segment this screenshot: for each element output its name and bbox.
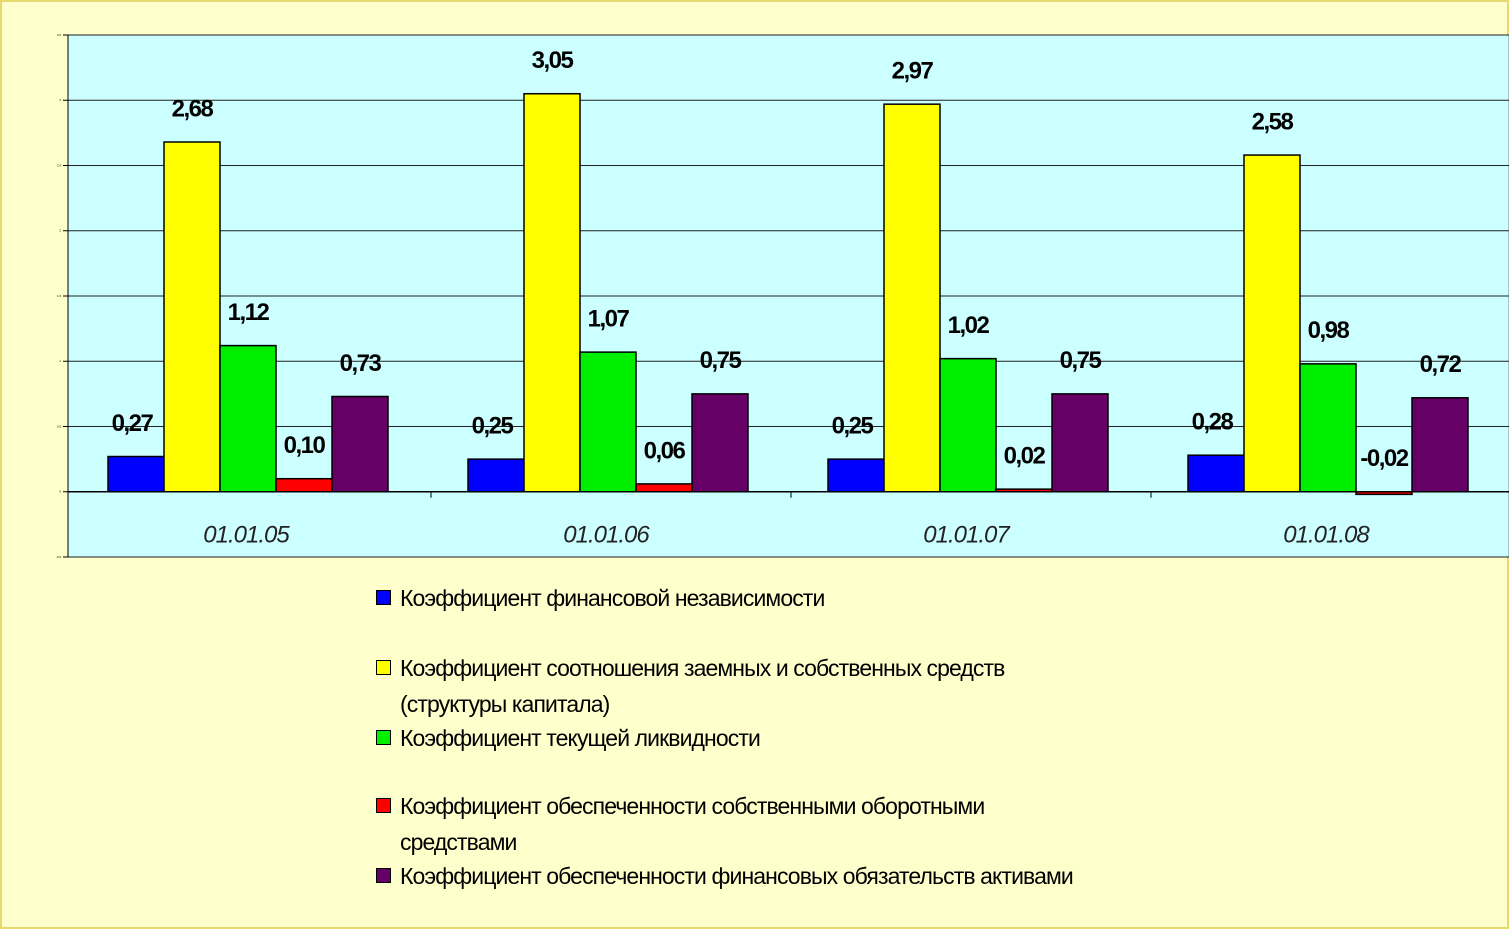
bar: [1355, 491, 1413, 496]
value-label: 1,02: [948, 312, 990, 339]
legend-label: Коэффициент обеспеченности финансовых об…: [400, 863, 1074, 889]
value-label: 2,58: [1252, 108, 1294, 135]
y-tick-label: 0: [59, 490, 61, 494]
bar: [1243, 154, 1301, 493]
bar: [827, 458, 885, 493]
y-tick-label: 3.5: [57, 33, 62, 37]
value-label: 0,25: [832, 412, 874, 439]
value-label: 0,75: [1060, 347, 1102, 374]
x-tick-label: 01.01.08: [1283, 521, 1370, 548]
value-label: 0,06: [644, 437, 686, 464]
value-label: 0,73: [340, 350, 382, 377]
value-label: 0,02: [1004, 442, 1046, 469]
x-tick-label: 01.01.05: [203, 521, 290, 548]
bar: [939, 357, 997, 493]
value-label: 2,97: [892, 58, 934, 85]
bar: [523, 92, 581, 493]
legend-label: Коэффициент соотношения заемных и собств…: [400, 655, 1005, 717]
legend-swatch: [376, 660, 391, 675]
bar: [883, 103, 941, 493]
bar: [1299, 363, 1357, 493]
value-label: 2,68: [172, 95, 214, 122]
value-label: 0,72: [1420, 351, 1462, 378]
bar: [579, 351, 637, 493]
legend-item: Коэффициент текущей ликвидности: [376, 720, 1096, 756]
value-label: 1,12: [228, 299, 270, 326]
bar: [331, 395, 389, 493]
legend-item: Коэффициент соотношения заемных и собств…: [376, 650, 1096, 722]
legend-item: Коэффициент финансовой независимости: [376, 580, 1096, 616]
bar: [219, 344, 277, 493]
y-tick-label: 3: [59, 98, 61, 102]
y-tick-label: 0.5: [57, 424, 62, 428]
legend-item: Коэффициент обеспеченности собственными …: [376, 788, 1096, 860]
bar: [1411, 397, 1469, 493]
legend-swatch: [376, 798, 391, 813]
value-label: 0,25: [472, 412, 514, 439]
value-label: 0,10: [284, 432, 326, 459]
value-label: 0,28: [1192, 409, 1234, 436]
legend-label: Коэффициент текущей ликвидности: [400, 725, 761, 751]
legend-item: Коэффициент обеспеченности финансовых об…: [376, 858, 1096, 894]
y-tick-label: 2.5: [57, 163, 62, 167]
bar: [107, 455, 165, 493]
y-tick-label: -0.5: [56, 555, 62, 559]
legend-label: Коэффициент финансовой независимости: [400, 585, 825, 611]
value-label: 3,05: [532, 47, 574, 74]
value-label: 1,07: [588, 305, 630, 332]
x-tick-label: 01.01.07: [923, 521, 1011, 548]
bar: [163, 141, 221, 493]
y-tick-label: 1.5: [57, 294, 62, 298]
bar: [635, 483, 693, 493]
value-label: 0,27: [112, 410, 154, 437]
bar: [275, 477, 333, 493]
bar: [467, 458, 525, 493]
bar: [691, 393, 749, 493]
value-label: 0,98: [1308, 317, 1350, 344]
y-tick-label: 1: [59, 359, 61, 363]
legend-swatch: [376, 868, 391, 883]
legend-swatch: [376, 590, 391, 605]
value-label: 0,75: [700, 347, 742, 374]
y-tick-label: 2: [59, 229, 61, 233]
value-label: -0,02: [1360, 445, 1408, 472]
bar: [1187, 454, 1245, 493]
bar: [995, 488, 1053, 493]
bar: [1051, 393, 1109, 493]
x-tick-label: 01.01.06: [563, 521, 650, 548]
legend-label: Коэффициент обеспеченности собственными …: [400, 793, 985, 855]
legend-swatch: [376, 730, 391, 745]
